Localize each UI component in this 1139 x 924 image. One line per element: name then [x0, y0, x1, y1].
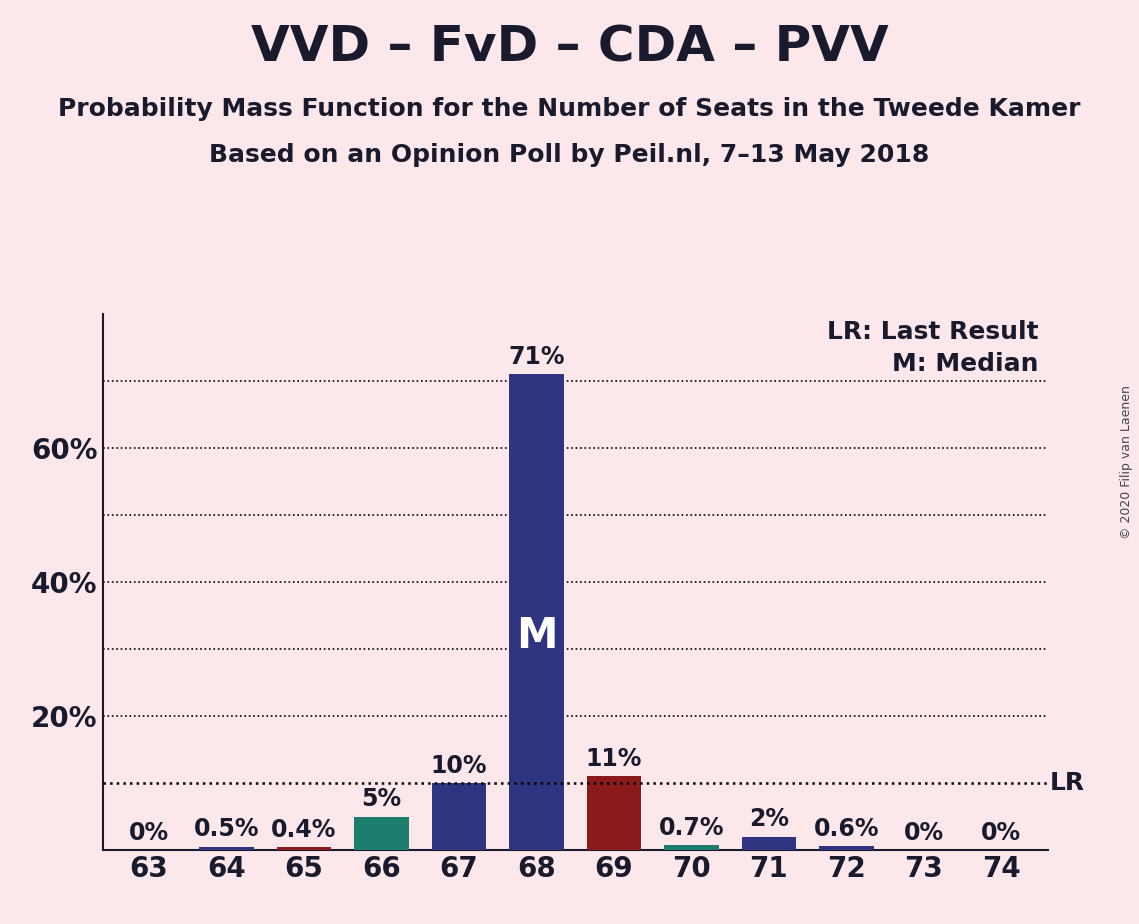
Text: LR: Last Result: LR: Last Result: [827, 320, 1039, 344]
Text: 2%: 2%: [749, 808, 789, 832]
Bar: [509, 374, 564, 850]
Bar: [354, 817, 409, 850]
Text: 0.6%: 0.6%: [813, 817, 879, 841]
Bar: [819, 846, 874, 850]
Bar: [664, 845, 719, 850]
Text: M: Median: M: Median: [892, 352, 1039, 376]
Bar: [199, 846, 254, 850]
Text: 11%: 11%: [585, 747, 642, 771]
Text: 0.5%: 0.5%: [194, 818, 260, 842]
Text: VVD – FvD – CDA – PVV: VVD – FvD – CDA – PVV: [251, 23, 888, 71]
Bar: [587, 776, 641, 850]
Text: 5%: 5%: [361, 787, 402, 811]
Text: 71%: 71%: [508, 345, 565, 369]
Bar: [741, 837, 796, 850]
Text: M: M: [516, 615, 557, 657]
Text: 0%: 0%: [129, 821, 169, 845]
Text: 0.4%: 0.4%: [271, 818, 337, 842]
Bar: [277, 847, 331, 850]
Text: Probability Mass Function for the Number of Seats in the Tweede Kamer: Probability Mass Function for the Number…: [58, 97, 1081, 121]
Text: 0.7%: 0.7%: [658, 816, 724, 840]
Text: 10%: 10%: [431, 754, 487, 778]
Text: Based on an Opinion Poll by Peil.nl, 7–13 May 2018: Based on an Opinion Poll by Peil.nl, 7–1…: [210, 143, 929, 167]
Bar: [432, 784, 486, 850]
Text: © 2020 Filip van Laenen: © 2020 Filip van Laenen: [1121, 385, 1133, 539]
Text: 0%: 0%: [982, 821, 1022, 845]
Text: 0%: 0%: [904, 821, 944, 845]
Text: LR: LR: [1050, 772, 1084, 795]
